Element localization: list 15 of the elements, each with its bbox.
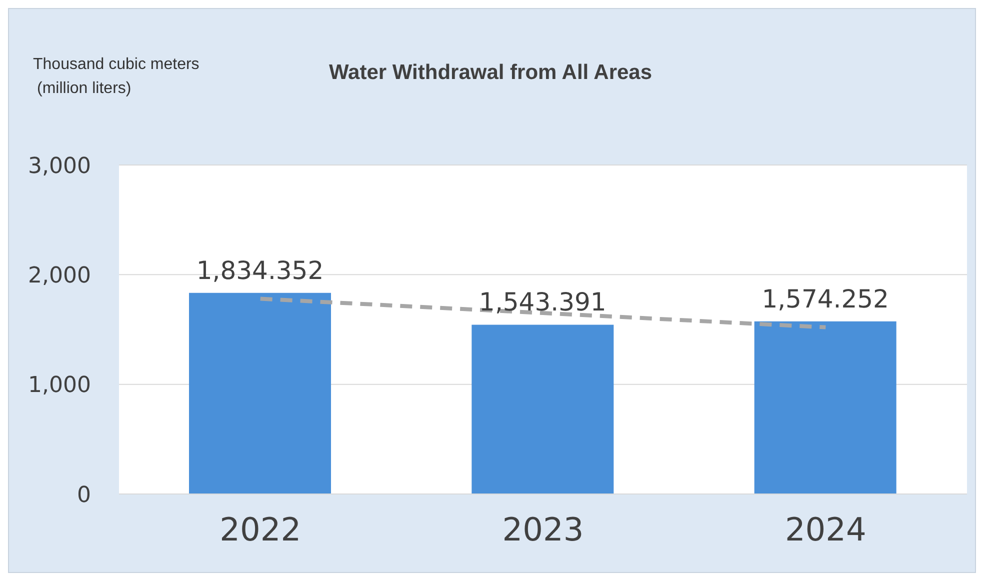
x-tick-label: 2022 bbox=[220, 510, 302, 549]
bar bbox=[754, 321, 896, 494]
x-tick-label: 2024 bbox=[784, 510, 866, 549]
data-label: 1,574.252 bbox=[762, 284, 889, 314]
y-tick-label: 1,000 bbox=[28, 373, 91, 398]
chart-title: Water Withdrawal from All Areas bbox=[329, 61, 652, 85]
y-axis-title: Thousand cubic meters (million liters) bbox=[33, 55, 200, 99]
bar bbox=[189, 292, 331, 494]
y-tick-label: 2,000 bbox=[28, 263, 91, 288]
data-label: 1,834.352 bbox=[196, 256, 324, 285]
y-tick-label: 3,000 bbox=[28, 154, 91, 179]
bar bbox=[472, 324, 614, 494]
data-label: 1,543.391 bbox=[479, 288, 606, 317]
x-tick-label: 2023 bbox=[502, 510, 584, 549]
y-tick-label: 0 bbox=[77, 482, 91, 508]
